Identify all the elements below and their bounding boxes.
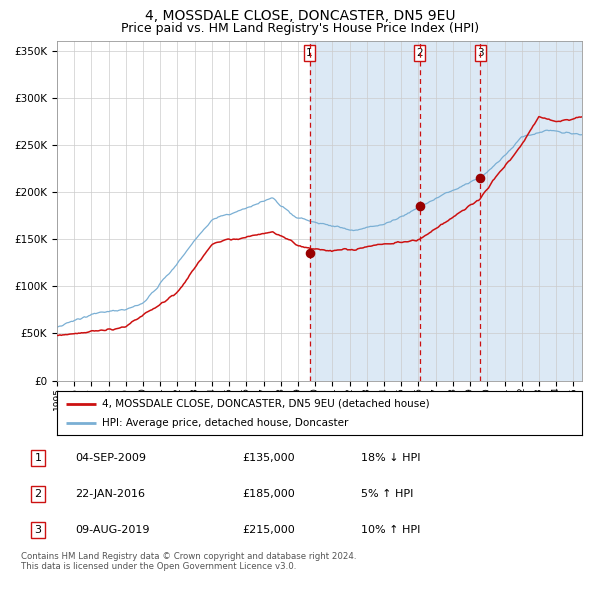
Text: 04-SEP-2009: 04-SEP-2009 — [75, 453, 146, 463]
Text: Price paid vs. HM Land Registry's House Price Index (HPI): Price paid vs. HM Land Registry's House … — [121, 22, 479, 35]
Text: HPI: Average price, detached house, Doncaster: HPI: Average price, detached house, Donc… — [101, 418, 348, 428]
Point — [415, 202, 424, 211]
Text: 09-AUG-2019: 09-AUG-2019 — [75, 525, 149, 535]
Text: 22-JAN-2016: 22-JAN-2016 — [75, 489, 145, 499]
Text: 1: 1 — [35, 453, 41, 463]
Text: 4, MOSSDALE CLOSE, DONCASTER, DN5 9EU: 4, MOSSDALE CLOSE, DONCASTER, DN5 9EU — [145, 9, 455, 23]
Text: 1: 1 — [306, 48, 313, 58]
Text: 2: 2 — [416, 48, 423, 58]
Text: 2: 2 — [34, 489, 41, 499]
Point — [476, 173, 485, 183]
Bar — [310, 41, 590, 381]
Point — [305, 248, 314, 258]
Text: 5% ↑ HPI: 5% ↑ HPI — [361, 489, 413, 499]
Text: 10% ↑ HPI: 10% ↑ HPI — [361, 525, 421, 535]
Text: 18% ↓ HPI: 18% ↓ HPI — [361, 453, 421, 463]
Text: Contains HM Land Registry data © Crown copyright and database right 2024.
This d: Contains HM Land Registry data © Crown c… — [21, 552, 356, 571]
Text: 3: 3 — [35, 525, 41, 535]
Text: £215,000: £215,000 — [242, 525, 295, 535]
Text: £135,000: £135,000 — [242, 453, 295, 463]
Text: 3: 3 — [477, 48, 484, 58]
Text: £185,000: £185,000 — [242, 489, 295, 499]
Text: 4, MOSSDALE CLOSE, DONCASTER, DN5 9EU (detached house): 4, MOSSDALE CLOSE, DONCASTER, DN5 9EU (d… — [101, 399, 429, 408]
